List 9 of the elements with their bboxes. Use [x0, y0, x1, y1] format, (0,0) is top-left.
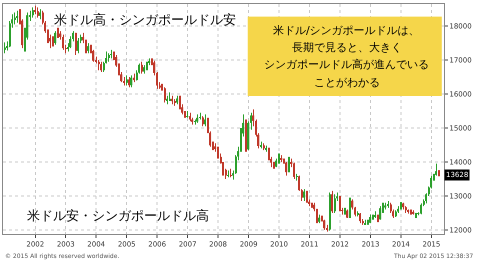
- candlestick: [344, 208, 346, 215]
- annotation: 米ドル/シンガポールドルは、: [273, 24, 420, 37]
- annotation: シンガポールドル高が進んでいる: [264, 58, 429, 71]
- annotation: 米ドル安・シンガポールドル高: [27, 208, 209, 224]
- candlestick: [410, 210, 412, 215]
- annotation: 長期で見ると、大きく: [292, 41, 402, 54]
- candlestick: [278, 153, 280, 164]
- annotation: 米ドル高・シンガポールドル安: [54, 12, 236, 28]
- annotation: ことがわかる: [314, 76, 380, 89]
